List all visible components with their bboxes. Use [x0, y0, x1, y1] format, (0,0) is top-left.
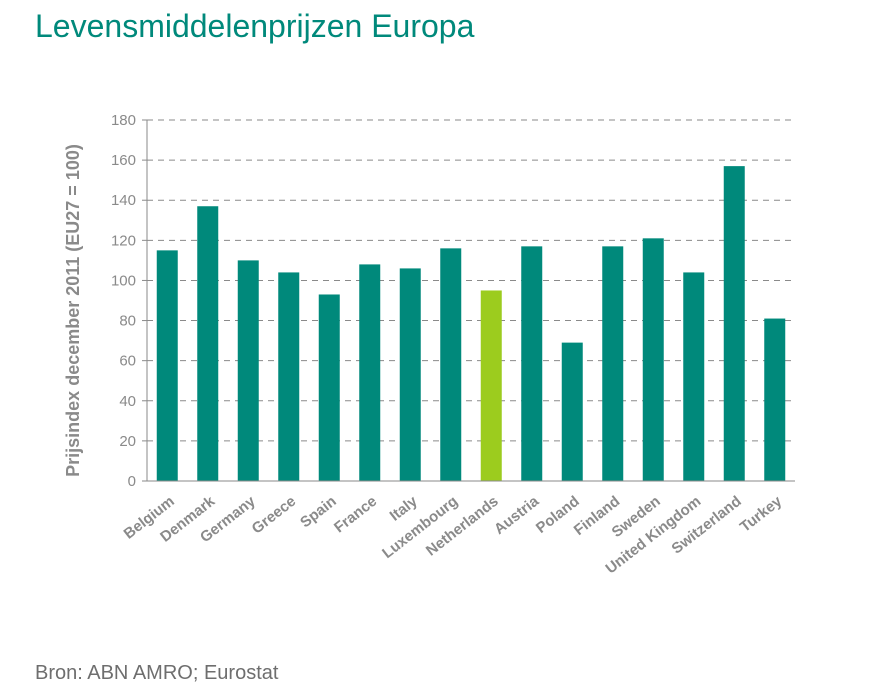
y-tick-label-160: 160 [111, 152, 136, 169]
bar-france [359, 264, 381, 481]
bar-denmark [197, 206, 219, 481]
y-tick-label-40: 40 [119, 393, 136, 410]
chart-title: Levensmiddelenprijzen Europa [35, 8, 475, 44]
y-tick-label-120: 120 [111, 232, 136, 249]
bar-united-kingdom [683, 272, 705, 481]
bar-germany [237, 260, 259, 481]
bar-poland [561, 342, 583, 481]
bar-luxembourg [440, 248, 462, 481]
x-tick-label-turkey: Turkey [737, 492, 786, 535]
y-tick-label-100: 100 [111, 272, 136, 289]
axes [146, 120, 795, 482]
source-note: Bron: ABN AMRO; Eurostat [35, 662, 279, 684]
x-tick-label-france: France [331, 493, 380, 537]
bar-sweden [642, 238, 664, 481]
bars [156, 166, 786, 481]
bar-netherlands [480, 290, 502, 481]
bar-finland [602, 246, 624, 481]
bar-belgium [156, 250, 178, 481]
y-tick-label-0: 0 [128, 473, 136, 490]
x-tick-label-greece: Greece [249, 493, 300, 538]
y-tick-label-60: 60 [119, 353, 136, 370]
y-axis-label: Prijsindex december 2011 (EU27 = 100) [63, 144, 83, 477]
bar-greece [278, 272, 300, 481]
bar-italy [399, 268, 421, 481]
x-tick-label-austria: Austria [491, 492, 543, 538]
bar-switzerland [723, 166, 745, 481]
y-tick-label-180: 180 [111, 112, 136, 129]
bar-austria [521, 246, 543, 481]
y-tick-label-20: 20 [119, 433, 136, 450]
y-tick-label-140: 140 [111, 192, 136, 209]
y-axis-ticks: 0 20 40 60 80 100 120 140 160 180 [111, 112, 147, 490]
y-tick-label-80: 80 [119, 313, 136, 330]
bar-turkey [764, 318, 786, 481]
bar-spain [318, 294, 340, 481]
